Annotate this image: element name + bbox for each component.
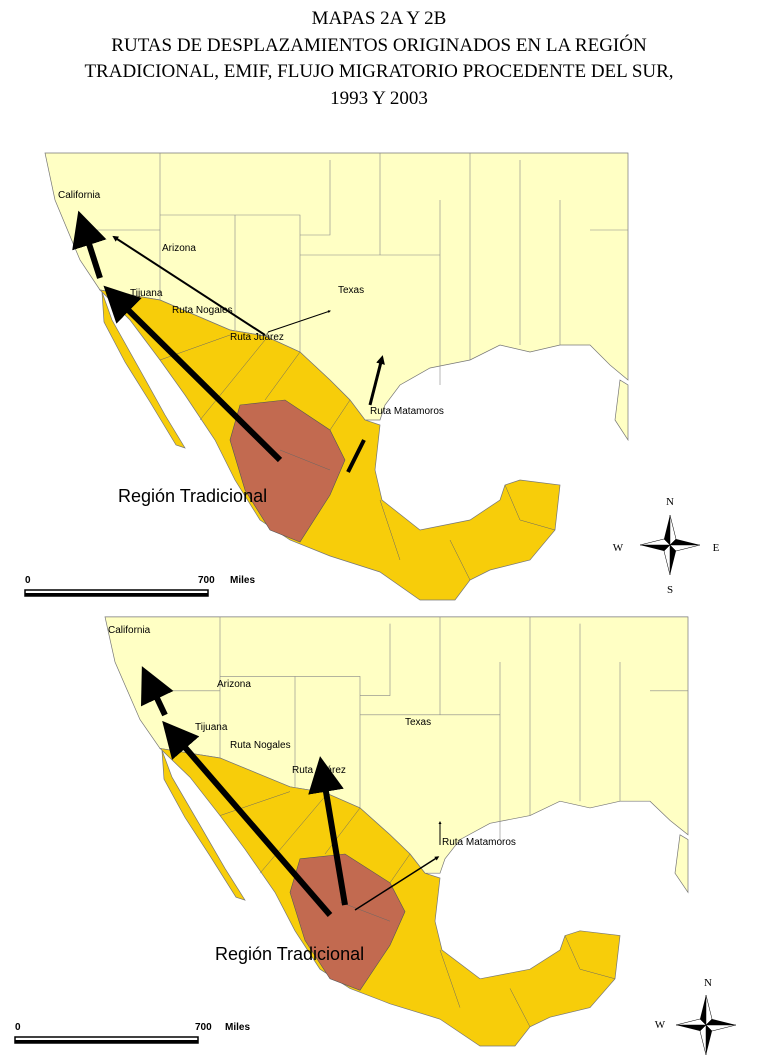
routes-2b bbox=[141, 666, 442, 917]
place-label: Ruta Matamoros bbox=[442, 837, 516, 848]
scale-bar-fill bbox=[15, 1040, 198, 1043]
place-label: Ruta Nogales bbox=[230, 740, 291, 751]
place-label: Arizona bbox=[162, 243, 196, 254]
scale-label: 700 bbox=[195, 1022, 212, 1033]
place-label: Tijuana bbox=[195, 722, 228, 733]
compass-label: W bbox=[655, 1019, 666, 1031]
scale-label: 0 bbox=[15, 1022, 21, 1033]
compass-label: N bbox=[704, 977, 712, 989]
place-label: Ruta Nogales bbox=[172, 305, 233, 316]
compass-label: W bbox=[613, 542, 624, 554]
region-label: Región Tradicional bbox=[118, 486, 267, 506]
compass-star-inner bbox=[639, 514, 701, 576]
region-label: Región Tradicional bbox=[215, 944, 364, 964]
place-label: California bbox=[108, 625, 151, 636]
scale-label: Miles bbox=[230, 575, 255, 586]
place-label: California bbox=[58, 190, 101, 201]
place-label: Texas bbox=[338, 285, 364, 296]
scale-label: Miles bbox=[225, 1022, 250, 1033]
map-2a bbox=[44, 152, 629, 601]
place-label: Ruta Juárez bbox=[230, 332, 284, 343]
place-label: Arizona bbox=[217, 679, 251, 690]
place-label: Texas bbox=[405, 717, 431, 728]
compass-label: E bbox=[713, 542, 720, 554]
scale-bar-fill bbox=[25, 593, 208, 596]
title-line: TRADICIONAL, EMIF, FLUJO MIGRATORIO PROC… bbox=[84, 61, 673, 82]
place-label: Ruta Matamoros bbox=[370, 406, 444, 417]
title-line: MAPAS 2A Y 2B bbox=[312, 8, 447, 29]
compass-label: S bbox=[667, 584, 673, 596]
compass-star-inner bbox=[675, 994, 737, 1056]
place-label: Ruta Juárez bbox=[292, 765, 346, 776]
place-label: Tijuana bbox=[130, 288, 163, 299]
map-2b bbox=[104, 616, 689, 1047]
routes-2a bbox=[72, 210, 385, 473]
compass-label: N bbox=[666, 496, 674, 508]
title-line: 1993 Y 2003 bbox=[330, 88, 428, 109]
scale-label: 700 bbox=[198, 575, 215, 586]
title-line: RUTAS DE DESPLAZAMIENTOS ORIGINADOS EN L… bbox=[111, 34, 647, 56]
scale-label: 0 bbox=[25, 575, 31, 586]
